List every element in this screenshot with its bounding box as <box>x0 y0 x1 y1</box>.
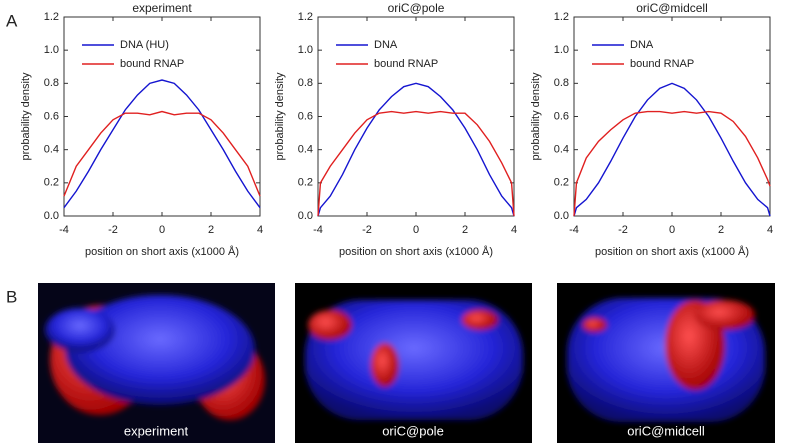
y-tick-label: 1.0 <box>298 44 313 56</box>
y-tick-label: 1.2 <box>554 11 569 23</box>
data-line <box>63 110 261 197</box>
data-line <box>573 82 771 217</box>
y-axis-label: probability density <box>274 72 286 161</box>
x-tick-label: -4 <box>313 224 323 236</box>
y-tick-label: 1.0 <box>44 44 59 56</box>
x-tick-label: 0 <box>413 224 419 236</box>
image <box>38 283 275 443</box>
y-tick-label: 0.6 <box>298 110 313 122</box>
y-tick-label: 0.6 <box>44 110 59 122</box>
y-tick-label: 0.2 <box>44 177 59 189</box>
y-tick-label: 1.2 <box>44 11 59 23</box>
y-tick-label: 0.0 <box>298 210 313 222</box>
y-tick-label: 0.0 <box>44 210 59 222</box>
y-tick-label: 0.6 <box>554 110 569 122</box>
x-tick-label: 4 <box>767 224 773 236</box>
chart-title: oriC@midcell <box>636 1 708 15</box>
x-tick-label: -2 <box>108 224 118 236</box>
x-tick-label: 0 <box>159 224 165 236</box>
x-tick-label: 2 <box>718 224 724 236</box>
x-axis-label: position on short axis (x1000 Å) <box>595 245 749 258</box>
data-line <box>317 110 515 217</box>
x-tick-label: -2 <box>362 224 372 236</box>
plot-frame <box>317 16 515 217</box>
legend-label: bound RNAP <box>374 58 438 70</box>
x-axis-label: position on short axis (x1000 Å) <box>85 245 239 258</box>
image <box>557 283 775 443</box>
data-line <box>573 110 771 217</box>
x-tick-label: 0 <box>669 224 675 236</box>
y-tick-label: 0.8 <box>554 77 569 89</box>
data-line <box>317 82 515 217</box>
panel-label: B <box>6 287 17 306</box>
x-tick-label: 4 <box>257 224 263 236</box>
chart-title: experiment <box>132 1 192 15</box>
image-caption: oriC@pole <box>382 423 444 438</box>
x-tick-label: 4 <box>511 224 517 236</box>
y-tick-label: 0.4 <box>44 144 59 156</box>
legend-label: DNA (HU) <box>120 39 169 51</box>
y-axis-label: probability density <box>20 72 32 161</box>
x-tick-label: 2 <box>208 224 214 236</box>
y-tick-label: 0.4 <box>298 144 313 156</box>
image <box>295 283 532 443</box>
y-tick-label: 1.2 <box>298 11 313 23</box>
y-tick-label: 0.8 <box>44 77 59 89</box>
y-axis-label: probability density <box>530 72 542 161</box>
legend-label: DNA <box>374 39 398 51</box>
x-tick-label: -4 <box>569 224 579 236</box>
legend-label: bound RNAP <box>630 58 694 70</box>
y-tick-label: 0.8 <box>298 77 313 89</box>
legend-label: bound RNAP <box>120 58 184 70</box>
panel-label: A <box>6 11 18 30</box>
x-tick-label: -2 <box>618 224 628 236</box>
y-tick-label: 1.0 <box>554 44 569 56</box>
x-axis-label: position on short axis (x1000 Å) <box>339 245 493 258</box>
image-caption: experiment <box>124 423 189 438</box>
y-tick-label: 0.4 <box>554 144 569 156</box>
data-line <box>63 79 261 209</box>
x-tick-label: -4 <box>59 224 69 236</box>
y-tick-label: 0.2 <box>554 177 569 189</box>
x-tick-label: 2 <box>462 224 468 236</box>
image-caption: oriC@midcell <box>627 423 705 438</box>
y-tick-label: 0.2 <box>298 177 313 189</box>
chart-title: oriC@pole <box>388 1 445 15</box>
plot-frame <box>573 16 771 217</box>
legend-label: DNA <box>630 39 654 51</box>
y-tick-label: 0.0 <box>554 210 569 222</box>
